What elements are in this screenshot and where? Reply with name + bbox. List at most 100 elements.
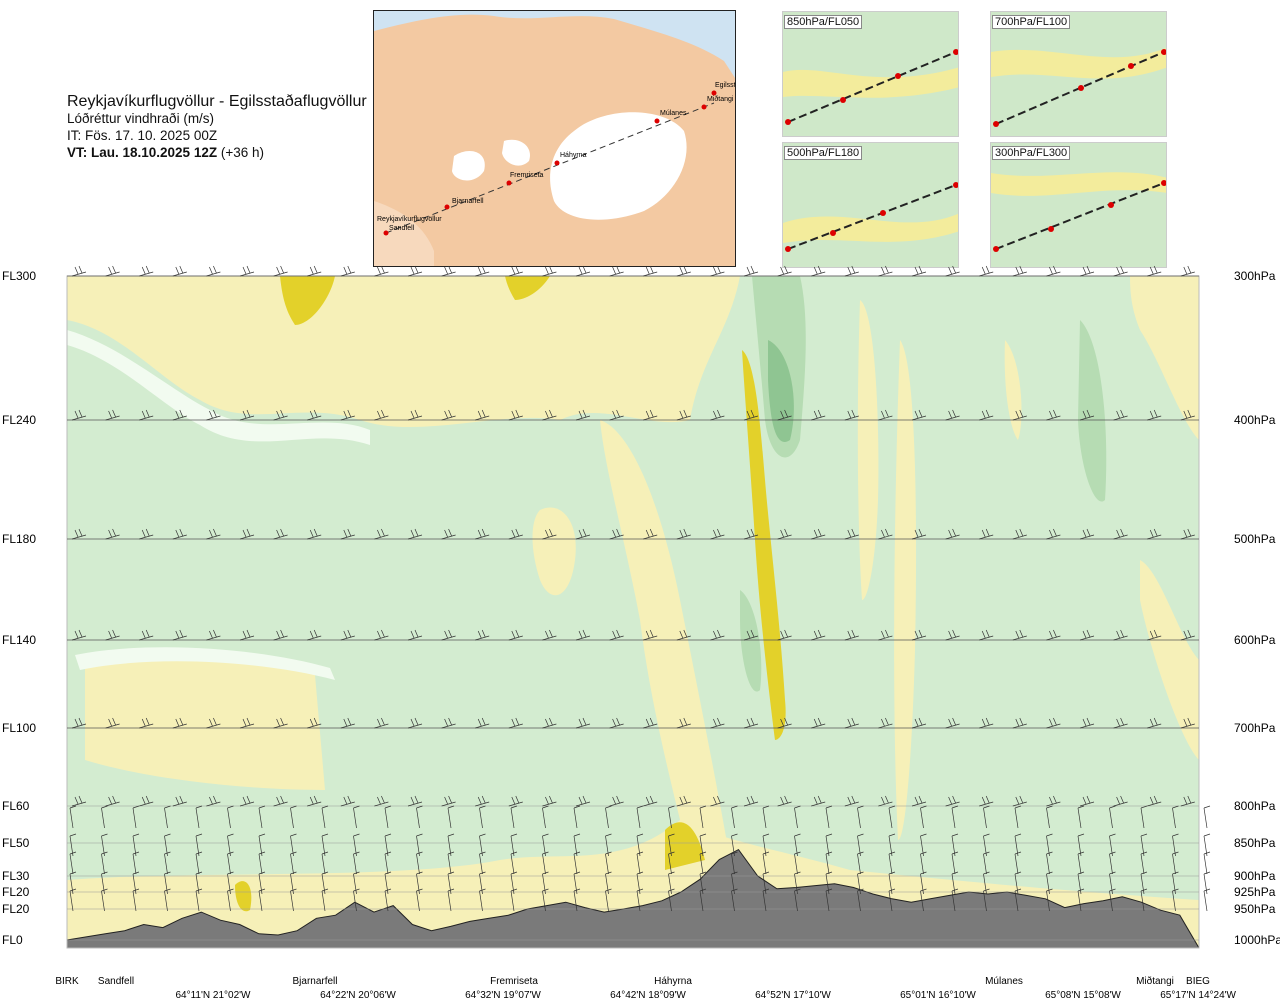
wind-barb [710, 528, 725, 540]
wind-barb [374, 265, 389, 277]
wind-barb [508, 717, 523, 729]
terrain-profile [67, 848, 1199, 948]
wind-barb-low [195, 833, 203, 857]
wind-barb [374, 629, 389, 641]
wind-barb [945, 265, 960, 277]
wind-barb [239, 717, 255, 729]
wind-barb [71, 629, 87, 641]
wind-barb [71, 795, 87, 807]
thumbnail-300[interactable]: 300hPa/FL300 [990, 142, 1167, 268]
wind-barb [710, 265, 725, 277]
wind-barb-low [447, 805, 455, 829]
wind-barb-low [825, 833, 833, 857]
thumbnail-850[interactable]: 850hPa/FL050 [782, 11, 959, 137]
station-label: Miðtangi [1136, 975, 1174, 987]
wind-barb [643, 717, 658, 729]
wind-barb [508, 629, 523, 641]
wind-barb [307, 265, 322, 277]
station-label: BIEG [1186, 976, 1210, 987]
wind-barb [643, 528, 658, 540]
wind-barb-low [794, 871, 801, 895]
left-level-label: FL0 [2, 933, 23, 947]
wind-barb-low [1203, 833, 1211, 857]
wind-barb-low [794, 833, 801, 857]
wind-barb [676, 409, 691, 421]
wind-barb-low [258, 833, 266, 857]
wind-barb [743, 795, 759, 807]
wind-barb [508, 409, 523, 421]
thumbnail-500[interactable]: 500hPa/FL180 [782, 142, 959, 268]
wind-barb [374, 409, 389, 421]
wind-barb-low [888, 888, 896, 912]
wind-barb [1147, 528, 1162, 540]
wind-barb-low [1077, 888, 1085, 912]
wind-barb-low [1203, 871, 1211, 895]
wind-barb-low [1046, 851, 1053, 875]
wind-barb-low [195, 851, 203, 875]
wind-barb-low [605, 833, 612, 857]
wind-barb [777, 717, 792, 729]
wind-barb-low [762, 805, 770, 829]
wind-barb-low [542, 851, 549, 875]
wind-barb [273, 795, 288, 807]
wind-barb [945, 409, 960, 421]
wind-barb-low [857, 888, 864, 912]
wind-barb-low [1014, 851, 1022, 875]
wind-barb-low [479, 851, 486, 875]
wind-barb [1046, 409, 1061, 421]
right-level-label: 1000hPa [1234, 933, 1280, 947]
wind-barb [105, 795, 120, 807]
wind-barb [542, 409, 557, 421]
thumbnail-850-svg [783, 12, 958, 136]
station-dot-mulanes [654, 118, 660, 124]
wind-barb-low [384, 871, 392, 895]
right-level-label: 800hPa [1234, 799, 1276, 813]
station-label: Múlanes [985, 976, 1023, 987]
coordinate-label: 64°22'N 20°06'W [320, 990, 396, 1001]
thumbnail-label: 500hPa/FL180 [784, 146, 863, 160]
wind-barb-low [1203, 851, 1211, 875]
wind-barb [844, 795, 859, 807]
wind-barb [811, 265, 826, 277]
wind-barb-low [1077, 805, 1085, 829]
contour-field [67, 276, 1199, 948]
map-label-reykjavik: Reykjavíkurflugvöllur [377, 216, 442, 223]
hofsjokull-glacier [502, 139, 530, 166]
wind-barb [206, 409, 221, 421]
map-label-egilsst: Egilsst [715, 82, 736, 89]
wind-barb-low [888, 851, 896, 875]
wind-barb-low [1014, 833, 1022, 857]
wind-barb-low [227, 851, 234, 875]
wind-barb [273, 629, 288, 641]
wind-barb [1046, 795, 1061, 807]
wind-barb [979, 409, 994, 421]
wind-barb [777, 795, 792, 807]
wind-barb-low [479, 805, 486, 829]
wind-barb [1113, 528, 1128, 540]
wind-barb [710, 409, 725, 421]
wind-barb [407, 629, 423, 641]
coordinate-label: 65°17'N 14°24'W [1160, 990, 1236, 1001]
wind-barb-low [447, 871, 455, 895]
wind-barb [340, 795, 355, 807]
valid-time-offset: (+36 h) [217, 145, 264, 160]
wind-barb [609, 629, 624, 641]
thumbnail-label: 300hPa/FL300 [992, 146, 1071, 160]
coordinate-label: 64°11'N 21°02'W [175, 990, 251, 1001]
wind-barb [1046, 265, 1061, 277]
wind-barb-low [794, 888, 801, 912]
wind-barb [676, 795, 691, 807]
wind-barb-low [542, 888, 549, 912]
wind-barb-low [636, 871, 644, 895]
route-map: Reykjavíkurflugvöllur Sandfell Bjarnarfe… [373, 10, 736, 267]
wind-barb [844, 265, 859, 277]
wind-barb-low [699, 888, 707, 912]
wind-barb-low [384, 888, 392, 912]
wind-barb-low [510, 888, 518, 912]
left-level-label: FL140 [2, 633, 36, 647]
wind-barb-low [1203, 888, 1211, 912]
thumbnail-700[interactable]: 700hPa/FL100 [990, 11, 1167, 137]
station-label: Sandfell [98, 976, 134, 987]
wind-barb [1180, 265, 1195, 277]
